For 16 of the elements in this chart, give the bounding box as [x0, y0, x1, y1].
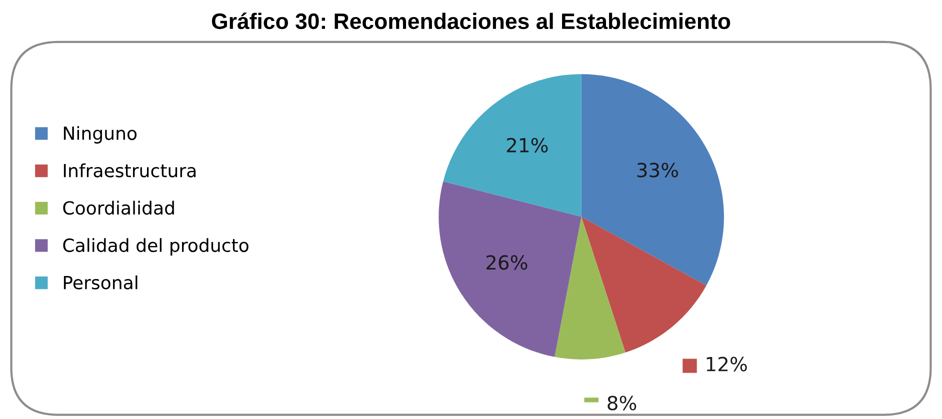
data-label: 33%	[637, 162, 678, 178]
pie-slice	[581, 216, 706, 352]
legend-label: Ninguno	[64, 126, 137, 144]
pie-slice	[581, 74, 724, 286]
pie-slice	[554, 216, 626, 360]
pie-slice	[443, 74, 582, 217]
legend-label: Personal	[64, 275, 138, 290]
legend-label: Infraestructura	[64, 163, 196, 178]
pie-slice	[438, 181, 582, 357]
data-label: 21%	[506, 138, 548, 153]
chart-title: Gráfico 30: Recomendaciones al Establecimiento	[212, 12, 730, 30]
data-label: 12%	[706, 356, 747, 372]
data-label: 8%	[608, 396, 636, 410]
data-label: 26%	[486, 255, 528, 270]
legend-label: Calidad del producto	[63, 238, 248, 256]
legend-label: Coordialidad	[63, 200, 174, 215]
